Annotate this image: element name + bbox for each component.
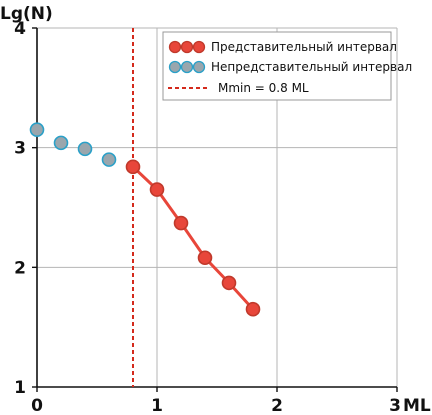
y-axis-title: Lg(N) — [0, 4, 53, 24]
legend-marker — [192, 60, 206, 74]
x-tick-labels: 0 1 2 3 — [31, 396, 401, 415]
legend-marker — [168, 60, 182, 74]
y-tick-label: 1 — [14, 378, 26, 398]
y-tick-labels: 1 2 3 4 — [14, 19, 26, 398]
x-tick-label: 2 — [271, 396, 283, 415]
data-point — [173, 215, 189, 231]
data-point — [101, 152, 117, 167]
legend-item: Mmin = 0.8 ML — [168, 81, 309, 95]
data-point — [77, 141, 93, 157]
axes — [32, 27, 398, 392]
x-axis-title: ML — [403, 396, 431, 415]
x-tick-label: 1 — [151, 396, 163, 415]
data-point — [245, 301, 261, 317]
data-point — [149, 182, 165, 197]
y-tick-label: 2 — [14, 258, 26, 278]
legend-label: Представительный интервал — [211, 40, 397, 54]
data-point — [197, 250, 213, 266]
data-point — [221, 275, 237, 291]
data-point — [53, 135, 69, 151]
legend-marker — [180, 60, 194, 74]
legend-marker — [180, 40, 194, 54]
data-point — [125, 159, 141, 175]
legend-marker — [192, 40, 206, 54]
legend: Представительный интервал Непредставитель… — [162, 31, 412, 101]
series — [29, 122, 261, 317]
legend-marker — [168, 40, 182, 54]
legend-item: Непредставительный интервал — [168, 60, 412, 74]
x-tick-label: 0 — [31, 396, 43, 415]
legend-item: Представительный интервал — [168, 40, 397, 54]
legend-label: Mmin = 0.8 ML — [218, 81, 309, 95]
data-point — [29, 122, 45, 138]
x-tick-label: 3 — [389, 396, 401, 415]
y-tick-label: 3 — [14, 139, 26, 159]
legend-label: Непредставительный интервал — [211, 60, 412, 74]
y-tick-label: 4 — [14, 19, 26, 39]
